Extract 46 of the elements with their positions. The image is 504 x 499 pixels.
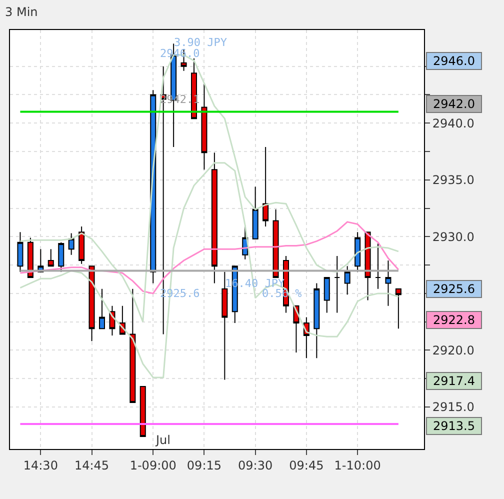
candlestick	[375, 242, 381, 290]
candlestick	[58, 242, 64, 272]
text: 2942.0	[433, 97, 475, 111]
x-tick-label: 1-09:00	[130, 458, 176, 472]
candlestick	[222, 271, 228, 380]
candlestick	[262, 146, 269, 227]
text: 2925.6	[433, 282, 475, 296]
x-tick-label: 09:15	[186, 458, 222, 472]
candlestick	[68, 232, 74, 256]
annotation: Jul	[155, 433, 170, 447]
annotation: 3.90 JPY	[174, 36, 228, 49]
candlestick	[27, 237, 34, 278]
y-tick-label: 2920.0	[432, 343, 474, 358]
candlestick	[130, 288, 136, 403]
candlestick	[334, 255, 340, 314]
line-series	[19, 162, 400, 378]
y-tick-label: 2935.0	[432, 173, 474, 188]
candlestick	[201, 82, 208, 170]
candlestick	[99, 288, 105, 330]
candlestick	[354, 232, 361, 272]
candlestick	[17, 232, 24, 272]
text: 2922.8	[433, 313, 475, 327]
y-tick-label: 2915.0	[432, 400, 474, 414]
candlestick	[314, 282, 320, 359]
candlestick	[344, 266, 350, 296]
candlestick	[395, 288, 402, 330]
candlestick	[78, 226, 85, 264]
y-tick-label: 2940.0	[432, 116, 474, 130]
x-tick-label: 09:30	[238, 458, 273, 472]
x-tick-label: 1-10:00	[334, 458, 381, 472]
y-tick-label: 2930.0	[432, 230, 474, 244]
x-tick-label: 14:45	[74, 458, 110, 472]
candlestick	[88, 266, 95, 342]
text: 2946.0	[433, 54, 475, 68]
candlestick	[48, 248, 54, 267]
x-tick-label: 14:30	[23, 458, 58, 472]
candlestick	[272, 208, 279, 278]
candlestick	[324, 277, 330, 314]
text: 2917.4	[433, 374, 475, 388]
candlestick	[140, 386, 146, 438]
candlestick	[385, 260, 392, 306]
x-tick-label: 09:45	[289, 458, 324, 472]
candlestick	[211, 152, 218, 284]
text: 2913.5	[433, 419, 475, 433]
candlestick	[252, 186, 258, 240]
chart-title: 3 Min	[5, 4, 38, 19]
